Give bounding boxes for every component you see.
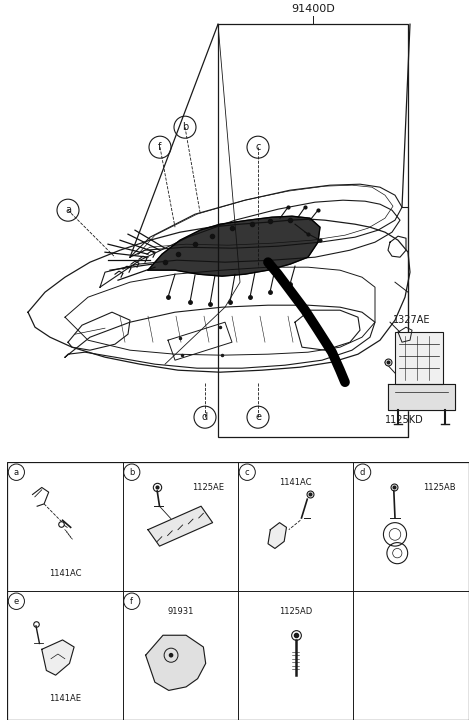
Polygon shape (388, 384, 455, 410)
Text: 1125KD: 1125KD (385, 415, 424, 425)
Polygon shape (148, 216, 320, 276)
Text: b: b (129, 467, 135, 477)
Bar (395, 332, 443, 384)
Text: a: a (14, 467, 19, 477)
Polygon shape (268, 523, 287, 548)
Text: c: c (245, 467, 249, 477)
Text: 1141AC: 1141AC (49, 569, 81, 577)
Text: e: e (14, 597, 19, 606)
Text: 91931: 91931 (167, 607, 193, 616)
Bar (218, 24, 408, 437)
Text: 1125AD: 1125AD (279, 607, 312, 616)
Text: d: d (360, 467, 366, 477)
Text: e: e (255, 412, 261, 422)
Text: 1327AE: 1327AE (393, 316, 430, 325)
Text: 1125AE: 1125AE (192, 483, 224, 492)
Text: f: f (159, 142, 162, 152)
Text: 1125AB: 1125AB (423, 483, 456, 492)
Polygon shape (146, 635, 206, 691)
Text: c: c (255, 142, 261, 152)
Text: a: a (65, 205, 71, 215)
Text: b: b (182, 122, 188, 132)
Polygon shape (148, 506, 213, 546)
Text: 1141AE: 1141AE (49, 694, 81, 703)
Circle shape (169, 653, 173, 657)
Text: f: f (130, 597, 133, 606)
Text: d: d (202, 412, 208, 422)
Polygon shape (42, 640, 74, 675)
Text: 1141AC: 1141AC (279, 478, 312, 487)
Text: 91400D: 91400D (291, 4, 335, 15)
